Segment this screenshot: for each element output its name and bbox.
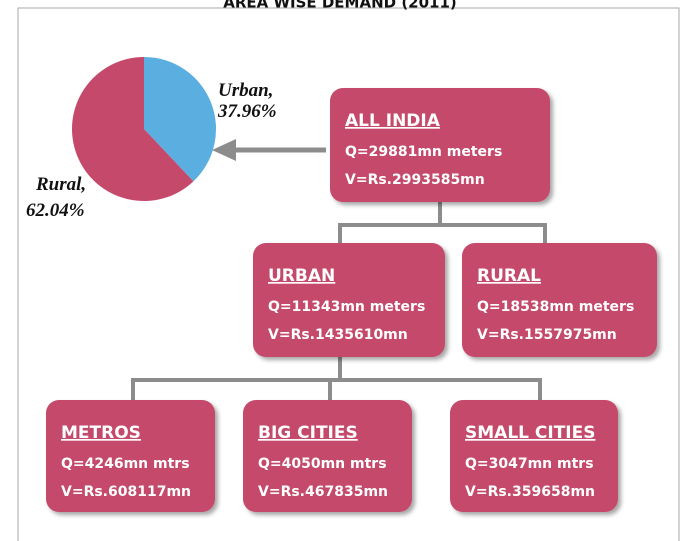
node: RURAL Q=18538mn meters V=Rs.1557975mn [462, 243, 657, 357]
node-line: Q=4050mn mtrs [258, 456, 387, 472]
node-box [330, 88, 550, 202]
slice-label: Rural, [35, 174, 86, 195]
node-box [253, 243, 445, 357]
node: BIG CITIES Q=4050mn mtrs V=Rs.467835mn [243, 400, 412, 512]
node-title: ALL INDIA [345, 111, 441, 131]
node-title: SMALL CITIES [465, 423, 595, 443]
frame [17, 7, 680, 541]
node-title: BIG CITIES [258, 423, 358, 443]
node-line: V=Rs.1557975mn [477, 327, 617, 343]
node-box [243, 400, 412, 512]
pie: Urban,37.96% Rural, 62.04% [26, 57, 277, 221]
node-line: V=Rs.2993585mn [345, 172, 485, 188]
node: ALL INDIA Q=29881mn meters V=Rs.2993585mn [330, 88, 550, 202]
title: AREA WISE DEMAND (2011) [223, 0, 457, 12]
node-line: V=Rs.467835mn [258, 484, 388, 500]
node-title: RURAL [477, 266, 541, 286]
pie-slice [144, 57, 216, 182]
node-box [450, 400, 618, 512]
node-box [46, 400, 215, 512]
slice-value: 37.96% [217, 101, 277, 122]
node-line: Q=4246mn mtrs [61, 456, 190, 472]
slice-value: 62.04% [26, 200, 85, 221]
node-line: V=Rs.359658mn [465, 484, 595, 500]
connectors [131, 139, 547, 400]
node: URBAN Q=11343mn meters V=Rs.1435610mn [253, 243, 445, 357]
node: SMALL CITIES Q=3047mn mtrs V=Rs.359658mn [450, 400, 618, 512]
node: METROS Q=4246mn mtrs V=Rs.608117mn [46, 400, 215, 512]
node-line: Q=3047mn mtrs [465, 456, 594, 472]
node-line: V=Rs.608117mn [61, 484, 191, 500]
node-line: Q=11343mn meters [268, 299, 425, 315]
node-line: V=Rs.1435610mn [268, 327, 408, 343]
node-box [462, 243, 657, 357]
node-title: METROS [61, 423, 141, 443]
pie-slice [71, 57, 194, 201]
node-line: Q=29881mn meters [345, 144, 502, 160]
node-line: Q=18538mn meters [477, 299, 634, 315]
nodes: ALL INDIA Q=29881mn meters V=Rs.2993585mn U… [46, 88, 657, 512]
slice-label: Urban, [218, 80, 273, 101]
node-title: URBAN [268, 266, 335, 286]
